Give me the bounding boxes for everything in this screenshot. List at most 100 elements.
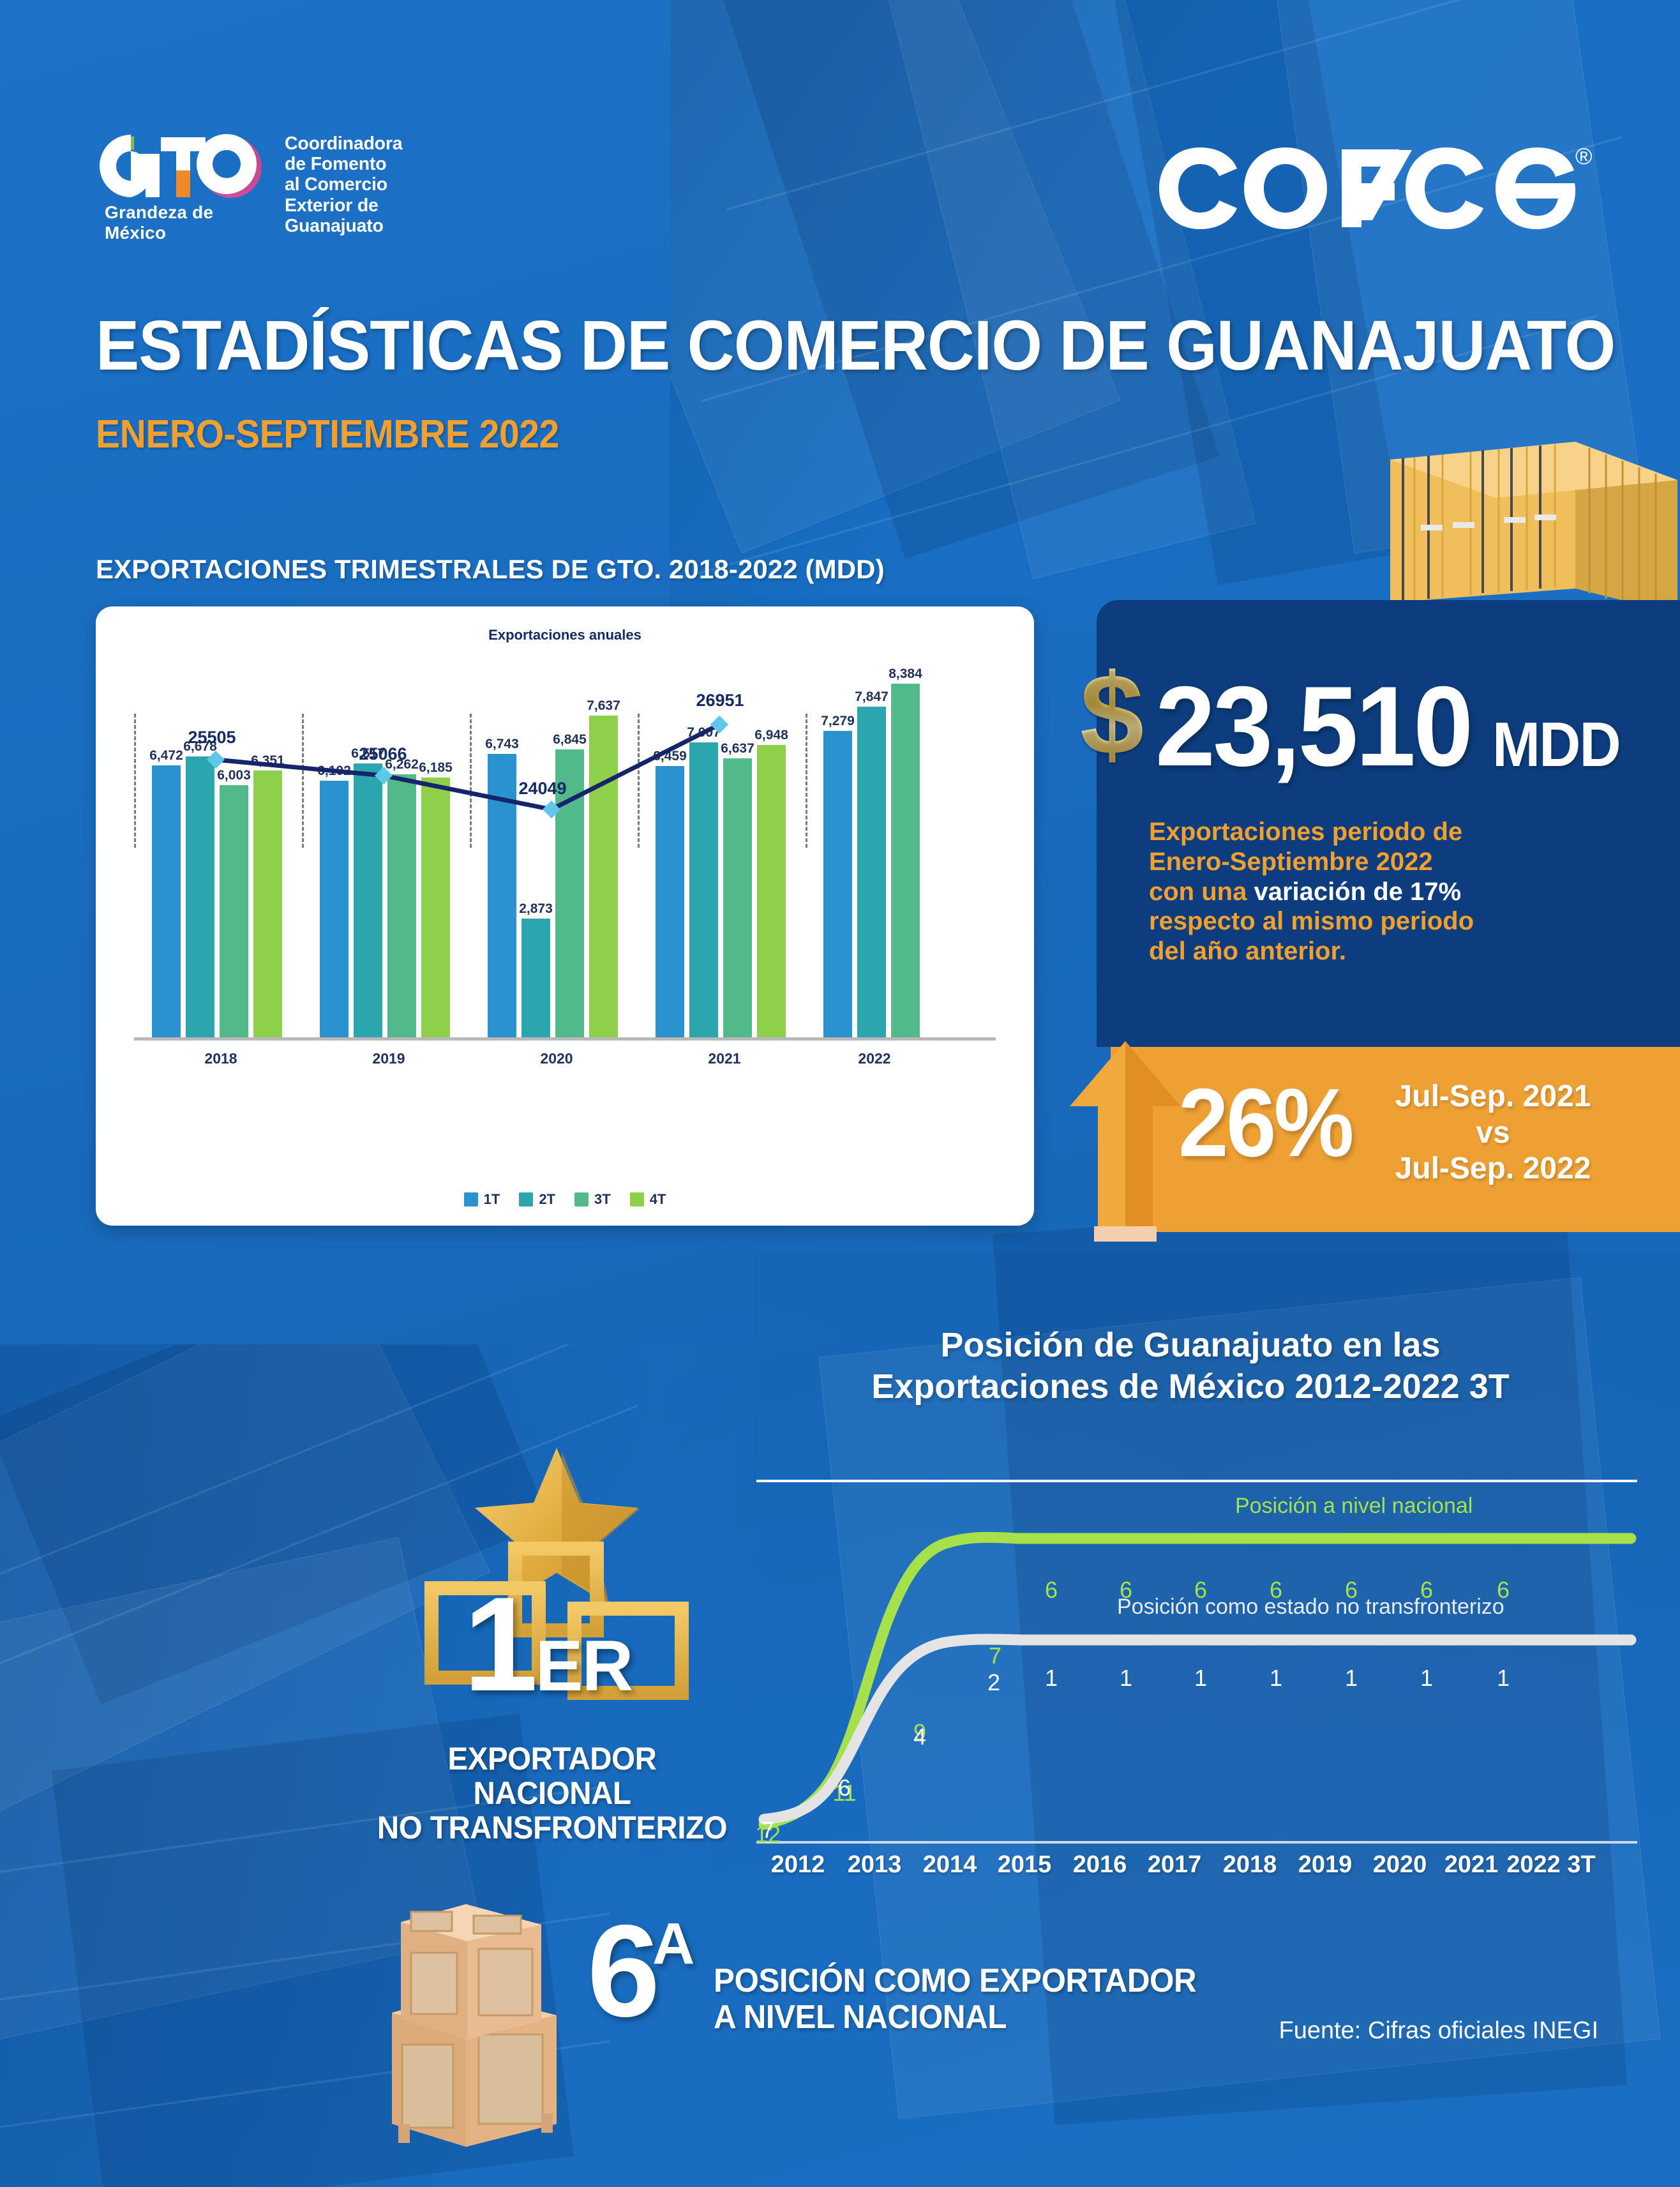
sixth-place-suffix: A	[652, 1911, 695, 1976]
posicion-nacional-2019: 6	[1269, 1577, 1283, 1603]
legend-posicion-no-transfronterizo: Posición como estado no transfronterizo	[1117, 1595, 1504, 1619]
posicion-nacional-2014: 9	[913, 1719, 927, 1745]
growth-period-line1: Jul-Sep. 2021	[1395, 1079, 1591, 1113]
chart-x-label-2020: 2020	[540, 1050, 573, 1067]
posicion-no-transfronterizo-2020: 1	[1344, 1665, 1358, 1691]
posicion-nacional-2020: 6	[1344, 1577, 1358, 1603]
sixth-place-badge: 6A	[587, 1905, 698, 2036]
legend-swatch-2T	[519, 1192, 534, 1206]
bar-label: 7,847	[855, 689, 889, 704]
legend-label-4T: 4T	[649, 1191, 666, 1207]
bar-label: 7,279	[821, 714, 855, 728]
exports-desc-line2: Enero-Septiembre 2022	[1149, 847, 1433, 876]
chart-plot-area: 6,472 6,678 6,003 6,351	[115, 658, 1015, 1117]
bar-label: 7,007	[687, 725, 721, 740]
gto-logo-icon: Grandeza de México	[96, 131, 263, 243]
bar-2021-3T: 6,637	[721, 658, 754, 1041]
posicion-nacional-2017: 6	[1119, 1577, 1133, 1603]
sixth-place-caption: POSICIÓN COMO EXPORTADOR A NIVEL NACIONA…	[714, 1962, 1259, 2036]
exports-stat-panel	[1097, 600, 1680, 1047]
coordinadora-line-1: Coordinadora	[285, 133, 403, 154]
chart-x-label-2019: 2019	[372, 1050, 405, 1067]
bar-group-2020: 6,743 2,873 6,845 7,637	[485, 658, 620, 1041]
bar-group-2018: 6,472 6,678 6,003 6,351	[149, 658, 285, 1041]
position-x-label-2012: 2012	[770, 1851, 825, 1878]
legend-item-3T: 3T	[574, 1191, 611, 1208]
posicion-no-transfronterizo-2021: 1	[1420, 1665, 1434, 1691]
exports-total-value: 23,510	[1155, 663, 1473, 790]
bar-label: 6,948	[754, 728, 788, 742]
bar-2022-3T: 8,384	[889, 658, 922, 1041]
bar-group-2021: 6,459 7,007 6,637 6,948	[653, 658, 788, 1041]
growth-period-compare: Jul-Sep. 2021 vs Jul-Sep. 2022	[1343, 1079, 1643, 1187]
coordinadora-line-4: Exterior de	[285, 195, 379, 216]
bar-2020-1T: 6,743	[485, 658, 519, 1041]
chart-line-series-title: Exportaciones anuales	[488, 627, 641, 643]
posicion-no-transfronterizo-2016: 1	[1044, 1665, 1058, 1691]
position-x-label-2018: 2018	[1222, 1851, 1277, 1878]
sixth-place-number: 6	[587, 1898, 660, 2044]
posicion-no-transfronterizo-2018: 1	[1194, 1665, 1208, 1691]
legend-item-4T: 4T	[629, 1191, 666, 1208]
bar-2019-2T: 6,517	[351, 658, 385, 1041]
growth-percent: 26%	[1178, 1069, 1354, 1177]
bar-label: 6,472	[149, 748, 183, 763]
position-x-label-2015: 2015	[997, 1851, 1052, 1878]
exports-description: Exportaciones periodo de Enero-Septiembr…	[1149, 817, 1653, 966]
posicion-no-transfronterizo-2022: 1	[1496, 1665, 1510, 1691]
bar-2020-4T: 7,637	[587, 658, 620, 1041]
annual-value-2019: 25066	[359, 744, 407, 763]
exports-desc-line3-pre: con una	[1149, 877, 1254, 906]
legend-item-2T: 2T	[519, 1191, 555, 1208]
position-x-label-2021: 2021	[1444, 1851, 1499, 1878]
legend-label-2T: 2T	[539, 1191, 555, 1207]
bar-2020-2T: 2,873	[519, 658, 553, 1041]
posicion-nacional-2012: 12	[754, 1821, 781, 1847]
coordinadora-line-5: Guanajuato	[285, 215, 384, 236]
posicion-nacional-2018: 6	[1194, 1577, 1208, 1603]
cofoce-logo: ®	[1158, 137, 1598, 233]
position-x-label-2019: 2019	[1298, 1851, 1353, 1878]
bar-2018-4T: 6,351	[251, 658, 285, 1041]
position-x-label-2022-3T: 2022 3T	[1506, 1851, 1596, 1878]
bar-2018-3T: 6,003	[217, 658, 251, 1041]
bar-2022-1T: 7,279	[821, 658, 855, 1041]
bar-label: 6,637	[721, 741, 754, 756]
annual-value-2021: 26951	[696, 691, 744, 710]
exports-total-unit: MDD	[1492, 709, 1621, 779]
legend-label-3T: 3T	[594, 1191, 611, 1207]
bar-label: 6,003	[217, 768, 251, 783]
first-place-caption-line2: NO TRANSFRONTERIZO	[377, 1810, 728, 1845]
posicion-nacional-2021: 6	[1420, 1577, 1434, 1603]
bar-label: 6,678	[183, 739, 217, 754]
gto-tagline: Grandeza de México	[105, 202, 214, 243]
podium-star-icon	[383, 1424, 728, 1781]
posicion-no-transfronterizo-2012: 7	[761, 1817, 775, 1843]
legend-item-1T: 1T	[463, 1191, 500, 1208]
growth-banner	[1111, 1047, 1680, 1232]
bar-label: 6,845	[553, 732, 587, 747]
bar-2021-4T: 6,948	[754, 658, 788, 1041]
annual-value-2020: 24049	[518, 779, 567, 798]
bar-2019-1T: 6,102	[317, 658, 351, 1041]
growth-period-vs: vs	[1476, 1115, 1510, 1150]
posicion-no-transfronterizo-2014: 4	[913, 1724, 927, 1750]
position-title-line1: Posición de Guanajuato en las	[940, 1326, 1441, 1364]
registered-mark: ®	[1575, 143, 1593, 169]
exports-desc-line5: del año anterior.	[1149, 937, 1346, 966]
background-containers-right	[754, 1194, 1680, 2187]
posicion-no-transfronterizo-2017: 1	[1119, 1665, 1133, 1691]
arrow-up-icon	[1065, 1037, 1186, 1242]
bar-label: 6,185	[419, 760, 453, 775]
bar-label: 6,743	[485, 737, 519, 751]
bar-2022-2T: 7,847	[855, 658, 889, 1041]
chart-x-axis	[134, 1037, 996, 1041]
first-place-caption-line1: EXPORTADOR NACIONAL	[447, 1741, 657, 1811]
coordinadora-text: Coordinadora de Fomento al Comercio Exte…	[285, 131, 403, 236]
exports-desc-line1: Exportaciones periodo de	[1149, 818, 1463, 846]
bar-label: 6,102	[317, 763, 351, 778]
posicion-nacional-2022: 6	[1496, 1577, 1510, 1603]
dollar-sign-icon: $	[1080, 650, 1144, 779]
coordinadora-line-2: de Fomento	[285, 154, 387, 175]
bar-label: 6,459	[653, 749, 687, 763]
